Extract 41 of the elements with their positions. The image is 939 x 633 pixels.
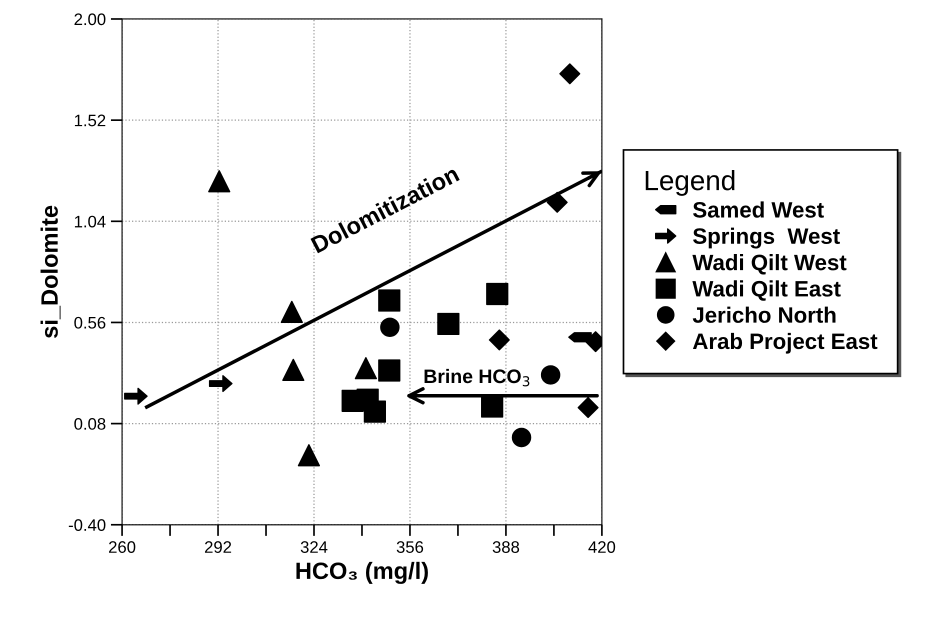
y-tick-label: 0.08 — [74, 418, 106, 430]
point — [578, 397, 599, 418]
point — [208, 375, 233, 392]
x-tick-label: 260 — [109, 541, 136, 553]
point — [437, 312, 460, 336]
legend-label: Jericho North — [692, 306, 836, 323]
y-tick-label: 1.52 — [74, 114, 106, 126]
point — [546, 192, 568, 213]
point — [540, 365, 560, 385]
point — [280, 300, 303, 324]
legend-title: Legend — [646, 170, 734, 196]
point — [378, 289, 400, 312]
x-axis-title: HCO₃ (mg/l) — [296, 562, 428, 584]
point — [124, 388, 148, 405]
point — [282, 358, 304, 381]
point — [559, 63, 580, 84]
point — [512, 428, 532, 448]
x-tick-label: 420 — [588, 541, 616, 553]
point — [378, 359, 400, 382]
legend-label: Springs West — [693, 228, 840, 248]
point — [208, 170, 230, 192]
x-tick-label: 356 — [396, 541, 424, 553]
point — [380, 318, 400, 338]
point — [486, 282, 508, 306]
point — [364, 400, 386, 423]
legend-label: Arab Project East — [692, 332, 878, 354]
y-tick-label: 1.04 — [74, 216, 106, 228]
y-axis-title: si_Dolomite — [40, 206, 61, 338]
y-tick-label: -0.40 — [68, 519, 106, 531]
point — [298, 444, 320, 466]
y-tick-label: 2.00 — [74, 13, 106, 26]
legend-label: Samed West — [693, 201, 824, 218]
point — [488, 329, 510, 350]
x-tick-label: 292 — [204, 541, 232, 553]
y-tick-label: 0.56 — [74, 316, 106, 329]
annotation: Brine HCO$_{3}$ — [424, 368, 530, 386]
point — [354, 357, 377, 380]
legend-label: Wadi Qilt West — [692, 254, 846, 275]
x-tick-label: 324 — [300, 541, 328, 553]
legend-label: Wadi Qilt East — [692, 280, 841, 301]
x-tick-label: 388 — [492, 541, 520, 553]
